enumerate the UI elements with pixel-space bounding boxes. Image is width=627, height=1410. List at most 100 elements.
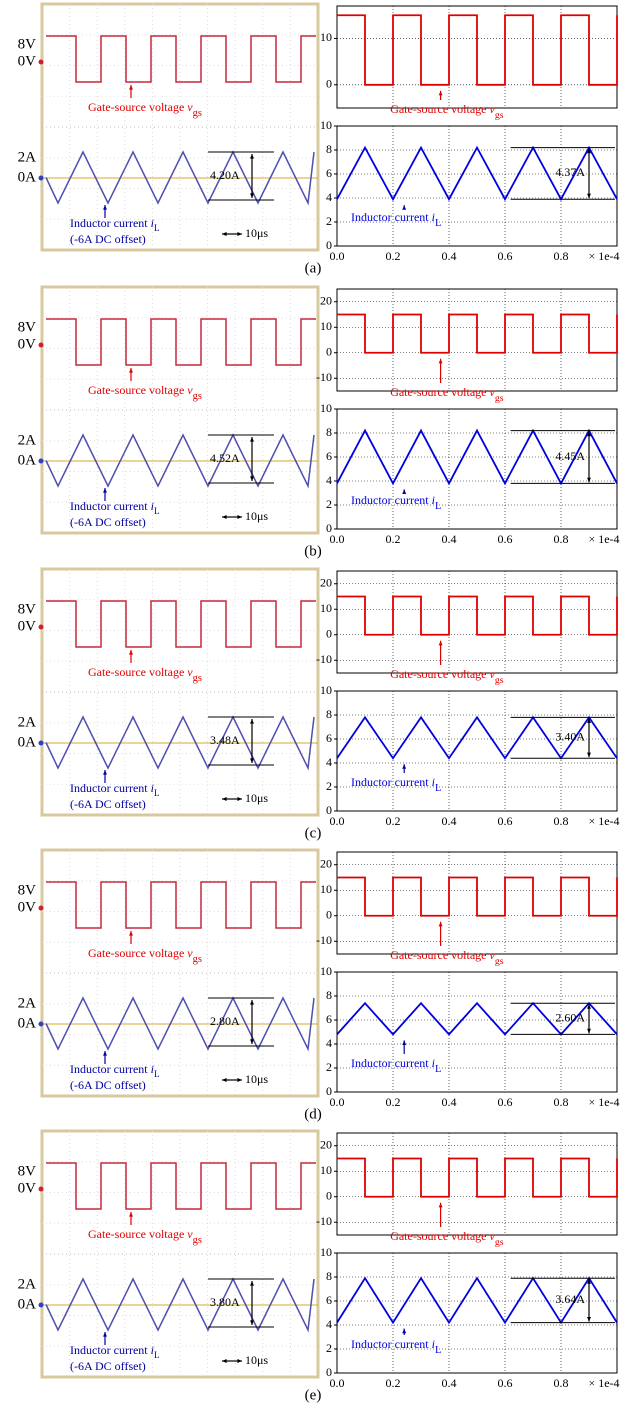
scope-time-scale: 10μs xyxy=(245,509,268,523)
scope-v-tick: 8V xyxy=(18,319,37,335)
label-text: Inductor current xyxy=(351,493,432,507)
x-tick-label: 0.2 xyxy=(386,814,401,828)
plot-frame xyxy=(337,409,617,529)
label-sub: gs xyxy=(193,391,202,402)
y-tick-label: 10 xyxy=(320,1245,332,1259)
scope-i-tick: 2A xyxy=(18,995,37,1011)
label-text: Gate-source voltage xyxy=(88,383,187,397)
scope-i-tick: 0A xyxy=(18,452,37,468)
scope-i-tick: 2A xyxy=(18,432,37,448)
scope-offset-note: (-6A DC offset) xyxy=(70,797,146,811)
y-tick-label: 10 xyxy=(320,118,332,132)
scope-ripple: 2.80A xyxy=(210,1014,240,1028)
label-text: Gate-source voltage xyxy=(390,1229,489,1243)
y-tick-label: 0 xyxy=(326,77,332,91)
x-tick-label: 0.0 xyxy=(330,1095,345,1109)
y-tick-label: 6 xyxy=(326,449,332,463)
label-text: Inductor current xyxy=(351,210,432,224)
scope-v-tick: 0V xyxy=(18,618,37,634)
y-tick-label: 2 xyxy=(326,497,332,511)
scope-offset-note: (-6A DC offset) xyxy=(70,1359,146,1373)
scope-marker xyxy=(39,176,44,181)
voltage-label: Gate-source voltage vgs xyxy=(390,948,504,967)
scope-marker xyxy=(39,343,44,348)
y-tick-label: 4 xyxy=(326,190,332,204)
y-tick-label: 6 xyxy=(326,1012,332,1026)
label-sub: gs xyxy=(495,1237,504,1248)
label-sub: L xyxy=(435,218,441,229)
scope-i-tick: 2A xyxy=(18,149,37,165)
y-tick-label: 6 xyxy=(326,166,332,180)
scope-i-tick: 2A xyxy=(18,714,37,730)
y-tick-label: 4 xyxy=(326,1317,332,1331)
panel-label: (c) xyxy=(305,825,322,841)
x-tick-label: 0.2 xyxy=(386,249,401,263)
label-text: Inductor current xyxy=(70,216,151,230)
plot-frame xyxy=(337,126,617,246)
x-tick-label: 0.0 xyxy=(330,532,345,546)
y-tick-label: 0 xyxy=(326,908,332,922)
voltage-label: Gate-source voltage vgs xyxy=(390,385,504,404)
x-axis-label: × 1e-4 xyxy=(588,1376,619,1390)
label-sub: L xyxy=(435,783,441,794)
label-text: Inductor current xyxy=(351,1337,432,1351)
y-tick-label: -10 xyxy=(316,933,332,947)
x-tick-label: 0.2 xyxy=(386,1095,401,1109)
scope-marker xyxy=(39,741,44,746)
scope-time-scale: 10μs xyxy=(245,226,268,240)
y-tick-label: 10 xyxy=(320,601,332,615)
label-sub: gs xyxy=(495,675,504,686)
y-tick-label: 8 xyxy=(326,1269,332,1283)
x-axis-label: × 1e-4 xyxy=(588,1095,619,1109)
scope-time-scale: 10μs xyxy=(245,1353,268,1367)
y-tick-label: 2 xyxy=(326,214,332,228)
scope-offset-note: (-6A DC offset) xyxy=(70,1078,146,1092)
scope-ripple: 4.20A xyxy=(210,168,240,182)
label-sub: gs xyxy=(193,1235,202,1246)
scope-v-tick: 8V xyxy=(18,1163,37,1179)
label-text: Gate-source voltage xyxy=(390,948,489,962)
y-tick-label: 20 xyxy=(320,294,332,308)
label-text: Inductor current xyxy=(351,775,432,789)
ripple-label: 2.60A xyxy=(555,1011,585,1025)
label-sub: gs xyxy=(193,108,202,119)
label-sub: L xyxy=(154,1350,160,1360)
x-tick-label: 0.6 xyxy=(498,1095,513,1109)
scope-ripple: 4.52A xyxy=(210,451,240,465)
panel-label: (a) xyxy=(305,260,322,276)
scope-v-tick: 0V xyxy=(18,1180,37,1196)
y-tick-label: 10 xyxy=(320,30,332,44)
y-tick-label: 2 xyxy=(326,1060,332,1074)
x-tick-label: 0.8 xyxy=(554,1376,569,1390)
scope-marker xyxy=(39,1187,44,1192)
x-tick-label: 0.2 xyxy=(386,532,401,546)
y-tick-label: -10 xyxy=(316,652,332,666)
x-tick-label: 0.8 xyxy=(554,532,569,546)
y-tick-label: 8 xyxy=(326,425,332,439)
ripple-label: 4.37A xyxy=(555,165,585,179)
y-tick-label: 0 xyxy=(326,627,332,641)
x-axis-label: × 1e-4 xyxy=(588,249,619,263)
label-sub: L xyxy=(154,788,160,798)
label-sub: gs xyxy=(495,393,504,404)
y-tick-label: -10 xyxy=(316,370,332,384)
x-tick-label: 0.6 xyxy=(498,249,513,263)
ripple-label: 4.45A xyxy=(555,449,585,463)
panel-label: (e) xyxy=(305,1387,322,1403)
label-text: Gate-source voltage xyxy=(88,946,187,960)
plot-frame xyxy=(337,691,617,811)
x-tick-label: 0.2 xyxy=(386,1376,401,1390)
x-tick-label: 0.4 xyxy=(442,1376,457,1390)
plot-frame xyxy=(337,1253,617,1373)
x-tick-label: 0.8 xyxy=(554,249,569,263)
x-tick-label: 0.4 xyxy=(442,532,457,546)
scope-v-tick: 8V xyxy=(18,882,37,898)
label-sub: gs xyxy=(495,110,504,121)
scope-i-tick: 0A xyxy=(18,169,37,185)
label-text: Inductor current xyxy=(70,499,151,513)
y-tick-label: 20 xyxy=(320,857,332,871)
label-text: Gate-source voltage xyxy=(390,385,489,399)
y-tick-label: 8 xyxy=(326,988,332,1002)
scope-i-tick: 0A xyxy=(18,1296,37,1312)
x-axis-label: × 1e-4 xyxy=(588,532,619,546)
